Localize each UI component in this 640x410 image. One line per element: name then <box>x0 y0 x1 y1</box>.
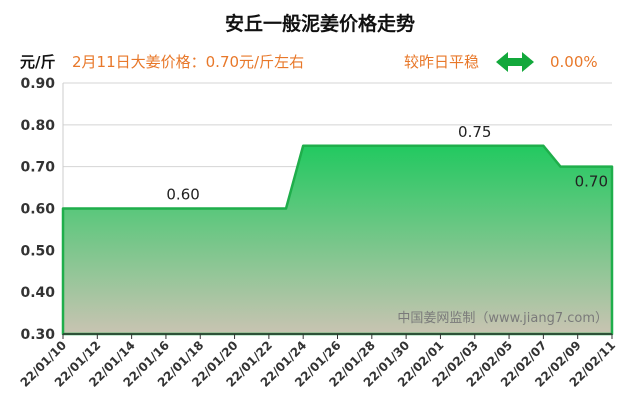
data-point <box>79 207 81 210</box>
data-point <box>542 145 544 147</box>
data-point <box>268 207 270 210</box>
data-point <box>233 207 236 210</box>
y-tick-label: 0.30 <box>20 327 55 343</box>
data-point <box>474 145 476 147</box>
data-point <box>611 166 613 168</box>
data-point <box>182 207 184 210</box>
data-point <box>559 166 562 168</box>
data-point <box>594 166 596 168</box>
data-labels: 0.60 0.75 0.70 <box>166 123 608 204</box>
data-point <box>199 207 201 210</box>
data-point <box>302 145 304 147</box>
watermark: 中国姜网监制（www.jiang7.com） <box>397 311 608 326</box>
double-arrow-icon <box>496 52 534 72</box>
data-point <box>388 145 390 147</box>
data-point <box>405 145 407 147</box>
y-tick-label: 0.40 <box>20 285 55 301</box>
y-tick-label: 0.80 <box>20 118 55 134</box>
data-point <box>251 207 253 210</box>
y-tick-label: 0.50 <box>20 243 55 259</box>
data-point <box>508 145 510 147</box>
chart-title: 安丘一般泥姜价格走势 <box>225 12 415 35</box>
price-note: 2月11日大姜价格：0.70元/斤左右 <box>72 53 304 71</box>
data-point <box>456 145 459 147</box>
data-label: 0.70 <box>575 173 608 191</box>
x-axis-ticks: 22/01/1022/01/1222/01/1422/01/1622/01/18… <box>18 334 618 390</box>
data-point <box>439 145 442 147</box>
unit-label: 元/斤 <box>20 53 55 71</box>
data-point <box>371 145 373 147</box>
data-point <box>354 145 356 147</box>
data-point <box>131 207 133 210</box>
data-point <box>165 207 167 210</box>
data-point <box>491 145 493 147</box>
data-point <box>525 145 527 147</box>
y-axis-ticks: 0.30 0.40 0.50 0.60 0.70 0.80 0.90 <box>20 76 55 343</box>
data-point <box>285 207 287 210</box>
data-point <box>62 207 64 210</box>
y-tick-label: 0.60 <box>20 202 55 218</box>
data-point <box>216 207 219 210</box>
data-point <box>96 207 98 210</box>
data-point <box>113 207 116 210</box>
data-point <box>336 145 339 147</box>
y-tick-label: 0.90 <box>20 76 55 92</box>
data-point <box>148 207 150 210</box>
trend-label: 较昨日平稳 <box>404 53 479 71</box>
y-tick-label: 0.70 <box>20 160 55 176</box>
data-point <box>319 145 321 147</box>
series-line <box>61 144 614 336</box>
data-label: 0.60 <box>166 186 199 204</box>
data-area <box>61 144 614 336</box>
area-fill <box>63 145 612 334</box>
data-point <box>577 166 579 168</box>
data-label: 0.75 <box>458 123 491 141</box>
trend-change: 0.00% <box>550 53 598 71</box>
data-point <box>422 145 424 147</box>
